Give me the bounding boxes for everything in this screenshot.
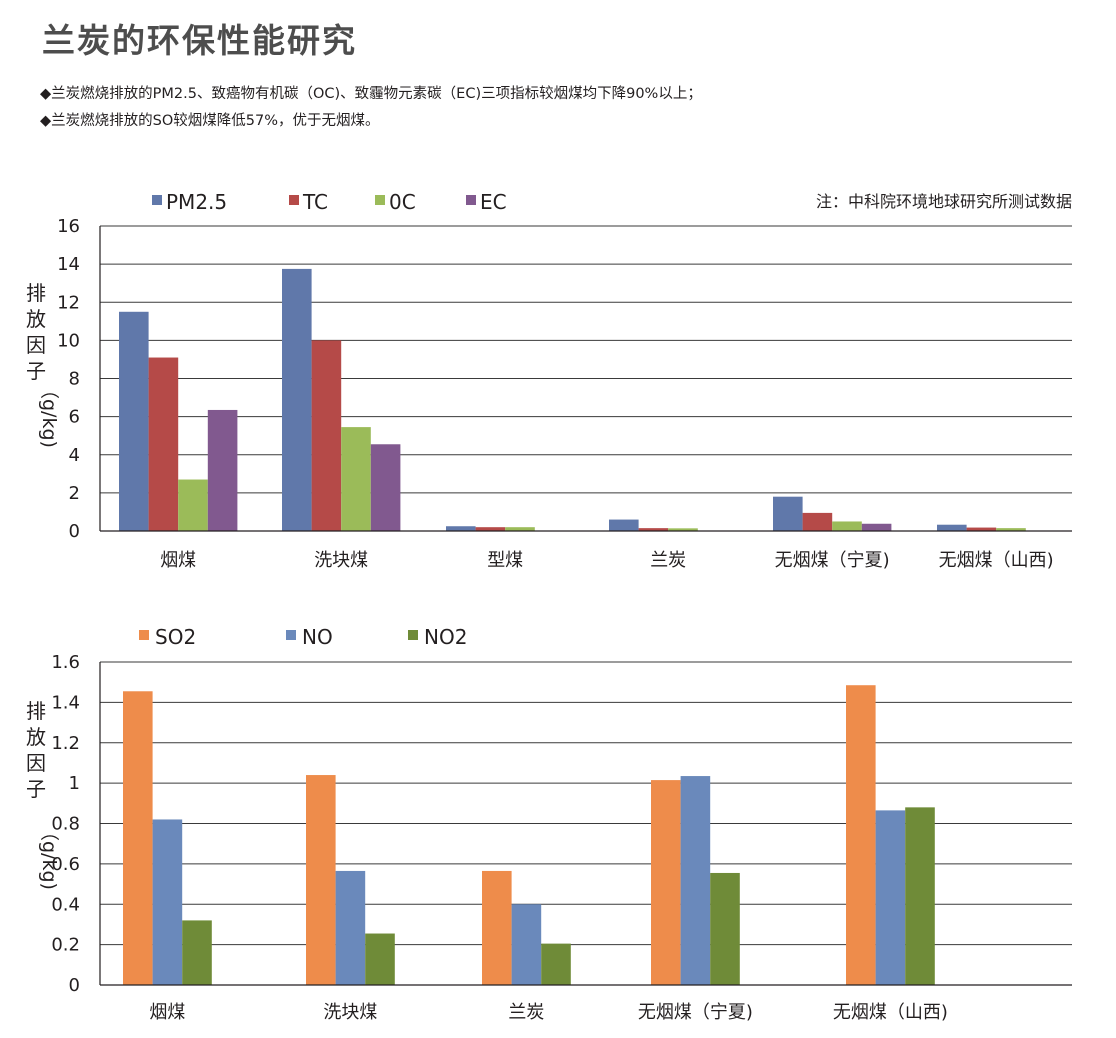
- bar-no2: [905, 807, 935, 985]
- y-tick-label: 1: [69, 773, 80, 794]
- bar-no: [152, 819, 183, 985]
- x-category-label: 无烟煤（宁夏): [775, 550, 890, 571]
- y-tick-label: 0.8: [51, 814, 80, 835]
- bar-no: [511, 904, 542, 985]
- legend-label: TC: [302, 190, 328, 214]
- y-tick-label: 12: [57, 292, 80, 313]
- y-axis-label-char: 排: [26, 281, 46, 305]
- y-tick-label: 0.6: [51, 854, 80, 875]
- x-category-label: 无烟煤（宁夏): [638, 1002, 753, 1023]
- y-axis-label-char: 因: [26, 751, 46, 775]
- legend-swatch: [466, 195, 476, 205]
- bar-0c: [996, 528, 1026, 531]
- bullet-2: ◆兰炭燃烧排放的SO较烟煤降低57%，优于无烟煤。: [40, 113, 380, 129]
- y-tick-label: 0.4: [51, 894, 80, 915]
- x-category-label: 烟煤: [149, 1002, 185, 1023]
- bar-tc: [311, 340, 342, 531]
- y-tick-label: 16: [57, 216, 80, 237]
- bar-tc: [966, 527, 997, 531]
- bar-no2: [541, 943, 571, 985]
- bar-so2: [482, 870, 512, 985]
- y-tick-label: 1.6: [51, 652, 80, 673]
- legend-label: NO2: [424, 625, 467, 649]
- legend-label: NO: [302, 625, 333, 649]
- legend-label: 0C: [389, 190, 416, 214]
- x-category-label: 兰炭: [508, 1002, 544, 1023]
- bar-ec: [207, 409, 238, 531]
- legend-swatch: [289, 195, 299, 205]
- y-tick-label: 1.2: [51, 733, 80, 754]
- bar-0c: [178, 479, 208, 531]
- y-tick-label: 14: [57, 254, 80, 275]
- x-category-label: 无烟煤（山西): [939, 550, 1054, 571]
- bar-no: [875, 810, 906, 985]
- y-tick-label: 1.4: [51, 692, 80, 713]
- y-tick-label: 8: [69, 369, 80, 390]
- bar-so2: [846, 685, 876, 985]
- legend-label: PM2.5: [166, 190, 227, 214]
- x-category-label: 洗块煤: [314, 550, 368, 571]
- y-axis-label-char: 放: [26, 307, 46, 331]
- y-axis-label-char: 子: [26, 359, 46, 383]
- bar-0c: [341, 427, 371, 531]
- y-tick-label: 0.2: [51, 935, 80, 956]
- bar-0c: [668, 528, 698, 531]
- y-tick-label: 10: [57, 330, 80, 351]
- bar-pm25: [937, 524, 967, 531]
- bar-pm25: [282, 268, 312, 531]
- legend-label: EC: [480, 190, 507, 214]
- y-axis-label-unit: （g/kg): [38, 380, 60, 448]
- y-tick-label: 6: [69, 407, 80, 428]
- x-category-label: 烟煤: [160, 550, 196, 571]
- bar-no2: [710, 872, 740, 985]
- x-category-label: 型煤: [487, 550, 523, 571]
- bar-tc: [148, 357, 179, 531]
- bar-pm25: [119, 311, 149, 531]
- bar-no2: [365, 933, 395, 985]
- bar-tc: [638, 528, 669, 531]
- bar-tc: [802, 512, 833, 531]
- bar-pm25: [773, 496, 803, 531]
- y-axis-label-char: 排: [26, 699, 46, 723]
- bar-no: [680, 776, 711, 985]
- y-tick-label: 0: [69, 975, 80, 996]
- bar-0c: [832, 521, 862, 531]
- legend-swatch: [375, 195, 385, 205]
- y-axis-label-char: 放: [26, 725, 46, 749]
- chart-note: 注：中科院环境地球研究所测试数据: [816, 192, 1072, 211]
- legend-swatch: [139, 630, 149, 640]
- bar-tc: [475, 527, 506, 531]
- y-axis-label-unit: （g/kg): [38, 822, 60, 890]
- bar-pm25: [609, 519, 639, 531]
- x-category-label: 兰炭: [650, 550, 686, 571]
- legend-swatch: [286, 630, 296, 640]
- bar-ec: [370, 444, 401, 531]
- legend-swatch: [152, 195, 162, 205]
- x-category-label: 洗块煤: [323, 1002, 377, 1023]
- bar-ec: [861, 523, 892, 531]
- y-axis-label-char: 子: [26, 777, 46, 801]
- y-axis-label-char: 因: [26, 333, 46, 357]
- y-tick-label: 4: [69, 445, 80, 466]
- page-title: 兰炭的环保性能研究: [42, 21, 357, 60]
- x-category-label: 无烟煤（山西): [833, 1002, 948, 1023]
- bar-so2: [306, 775, 336, 985]
- legend-label: SO2: [155, 625, 196, 649]
- legend-swatch: [408, 630, 418, 640]
- y-tick-label: 2: [69, 483, 80, 504]
- bullet-1: ◆兰炭燃烧排放的PM2.5、致癌物有机碳（OC)、致霾物元素碳（EC)三项指标较…: [40, 86, 702, 102]
- bullet-list: ◆兰炭燃烧排放的PM2.5、致癌物有机碳（OC)、致霾物元素碳（EC)三项指标较…: [40, 84, 702, 138]
- bar-pm25: [446, 526, 476, 531]
- bar-0c: [505, 527, 535, 531]
- bar-no: [335, 870, 366, 985]
- bar-so2: [651, 780, 681, 985]
- y-tick-label: 0: [69, 521, 80, 542]
- bar-so2: [123, 691, 153, 985]
- bar-no2: [182, 920, 212, 985]
